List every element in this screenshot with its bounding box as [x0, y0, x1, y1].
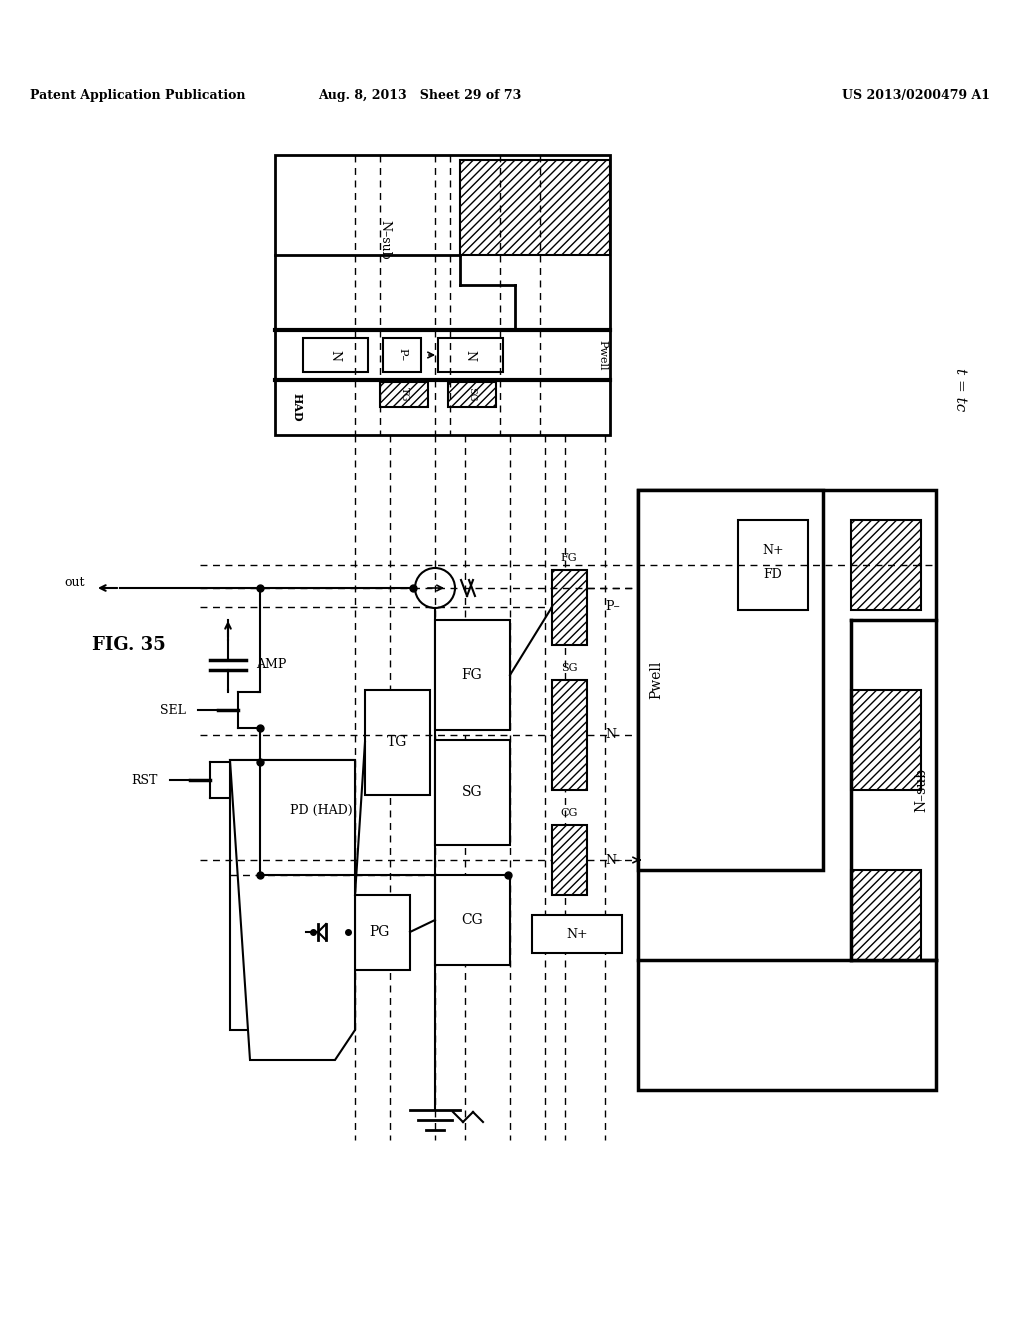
Text: N: N: [605, 729, 616, 742]
Text: TG: TG: [387, 735, 408, 748]
Bar: [552, 570, 587, 645]
Text: N: N: [329, 350, 341, 360]
Text: SG: SG: [561, 663, 578, 673]
Text: RST: RST: [132, 774, 158, 787]
Text: TG: TG: [399, 387, 409, 401]
Text: HAD: HAD: [292, 392, 302, 421]
Text: N+: N+: [566, 928, 588, 940]
Bar: [552, 825, 587, 895]
Text: CG: CG: [461, 913, 483, 927]
Bar: [383, 338, 421, 372]
Bar: [532, 915, 622, 953]
Text: Pwell: Pwell: [597, 339, 607, 370]
Bar: [230, 760, 355, 1030]
Text: SG: SG: [462, 785, 482, 799]
Polygon shape: [230, 760, 355, 1060]
Bar: [438, 338, 503, 372]
Text: Patent Application Publication: Patent Application Publication: [30, 88, 246, 102]
Text: Aug. 8, 2013   Sheet 29 of 73: Aug. 8, 2013 Sheet 29 of 73: [318, 88, 521, 102]
Text: FG: FG: [561, 553, 578, 564]
Bar: [303, 338, 368, 372]
Bar: [449, 381, 496, 407]
Bar: [460, 160, 610, 255]
Bar: [348, 895, 410, 970]
Text: P–: P–: [397, 348, 407, 362]
Text: CG: CG: [560, 808, 578, 818]
Text: N–: N–: [605, 854, 623, 866]
Text: N+: N+: [762, 544, 783, 557]
Bar: [275, 154, 610, 436]
Text: FG: FG: [462, 668, 482, 682]
Text: FIG. 35: FIG. 35: [92, 636, 166, 653]
Text: t = tc: t = tc: [953, 368, 967, 412]
Text: US 2013/0200479 A1: US 2013/0200479 A1: [842, 88, 990, 102]
Bar: [851, 520, 921, 610]
Text: PG: PG: [369, 925, 389, 939]
Text: N: N: [464, 350, 476, 360]
Bar: [638, 490, 823, 870]
Bar: [851, 690, 921, 789]
Text: out: out: [65, 577, 85, 590]
Text: SEL: SEL: [160, 704, 186, 717]
Bar: [851, 870, 921, 960]
Text: SG: SG: [468, 387, 476, 401]
Text: Pwell: Pwell: [649, 661, 663, 700]
Bar: [638, 490, 936, 1090]
Text: AMP: AMP: [256, 659, 287, 672]
Bar: [435, 620, 510, 730]
Bar: [552, 680, 587, 789]
Bar: [380, 381, 428, 407]
Text: N–sub: N–sub: [914, 768, 928, 812]
Text: PD (HAD): PD (HAD): [290, 804, 352, 817]
Text: N–sub: N–sub: [379, 220, 391, 260]
Text: FD: FD: [764, 569, 782, 582]
Text: P–: P–: [605, 601, 620, 614]
Bar: [435, 875, 510, 965]
Bar: [738, 520, 808, 610]
Bar: [365, 690, 430, 795]
Bar: [435, 741, 510, 845]
